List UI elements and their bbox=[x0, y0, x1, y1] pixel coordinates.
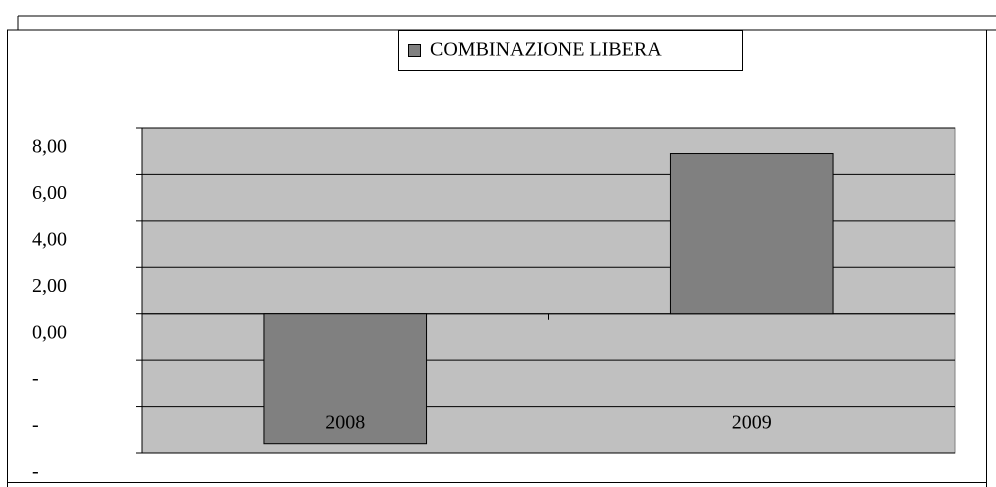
y-tick-label: 0,00 bbox=[32, 321, 67, 343]
x-tick-label: 2009 bbox=[732, 412, 772, 434]
y-tick-label: 4,00 bbox=[32, 228, 67, 250]
y-tick-label: 2,00 bbox=[32, 275, 67, 297]
x-tick-label: 2008 bbox=[325, 412, 365, 434]
y-tick-label: - bbox=[32, 368, 39, 390]
y-tick-label: 6,00 bbox=[32, 182, 67, 204]
legend-label: COMBINAZIONE LIBERA bbox=[430, 39, 662, 61]
bar bbox=[263, 313, 428, 445]
y-tick-label: - bbox=[32, 414, 39, 436]
y-tick-label: 8,00 bbox=[32, 136, 67, 158]
legend: COMBINAZIONE LIBERA bbox=[398, 30, 743, 71]
bar bbox=[669, 153, 834, 315]
legend-box bbox=[398, 30, 743, 71]
legend-swatch bbox=[408, 44, 421, 57]
y-tick-label: - bbox=[32, 461, 39, 483]
